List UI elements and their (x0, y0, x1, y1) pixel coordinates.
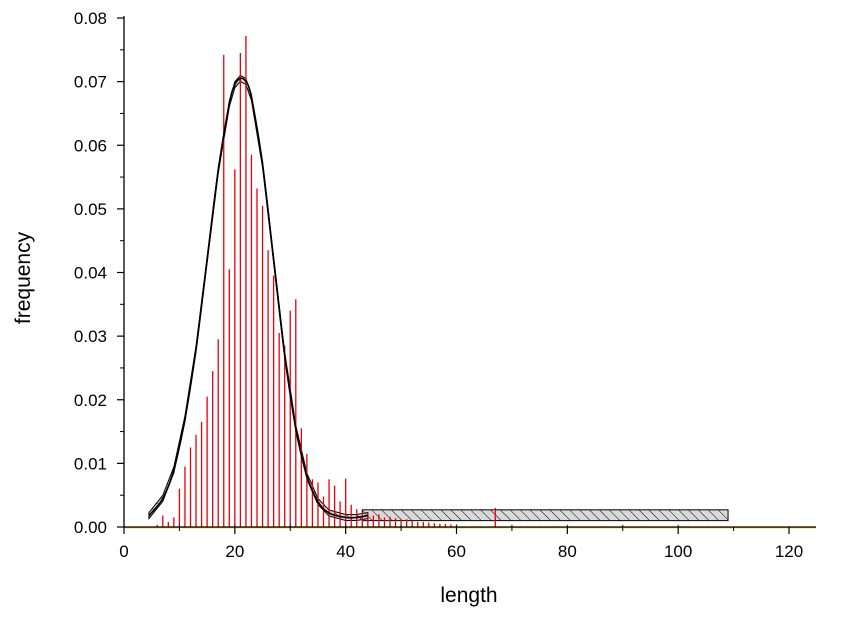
x-tick-label: 120 (775, 542, 803, 561)
hatched-band (361, 509, 729, 522)
y-tick-label: 0.07 (74, 73, 107, 92)
y-tick-label: 0.05 (74, 200, 107, 219)
x-tick-label: 100 (664, 542, 692, 561)
y-tick-label: 0.01 (74, 454, 107, 473)
x-tick-label: 0 (119, 542, 128, 561)
y-tick-label: 0.04 (74, 264, 107, 283)
confidence-band (148, 74, 369, 521)
fit-curve (148, 77, 368, 519)
x-axis-title: length (440, 584, 497, 607)
x-tick-label: 60 (447, 542, 466, 561)
x-tick-label: 80 (558, 542, 577, 561)
axes-layer: 0 20 40 60 80 100 120 0.00 0.01 0.02 0.03 0.04 0.05 0… (74, 9, 816, 561)
x-tick-label: 20 (225, 542, 244, 561)
y-tick-label: 0.03 (74, 327, 107, 346)
bars-layer (124, 35, 816, 529)
y-tick-label: 0.00 (74, 518, 107, 537)
x-tick-label: 40 (336, 542, 355, 561)
y-tick-label: 0.02 (74, 391, 107, 410)
confidence-band-layer (148, 74, 729, 522)
y-tick-label: 0.06 (74, 136, 107, 155)
y-tick-label: 0.08 (74, 9, 107, 28)
fit-curve-layer (148, 77, 368, 519)
y-axis-title: frequency (12, 231, 35, 324)
